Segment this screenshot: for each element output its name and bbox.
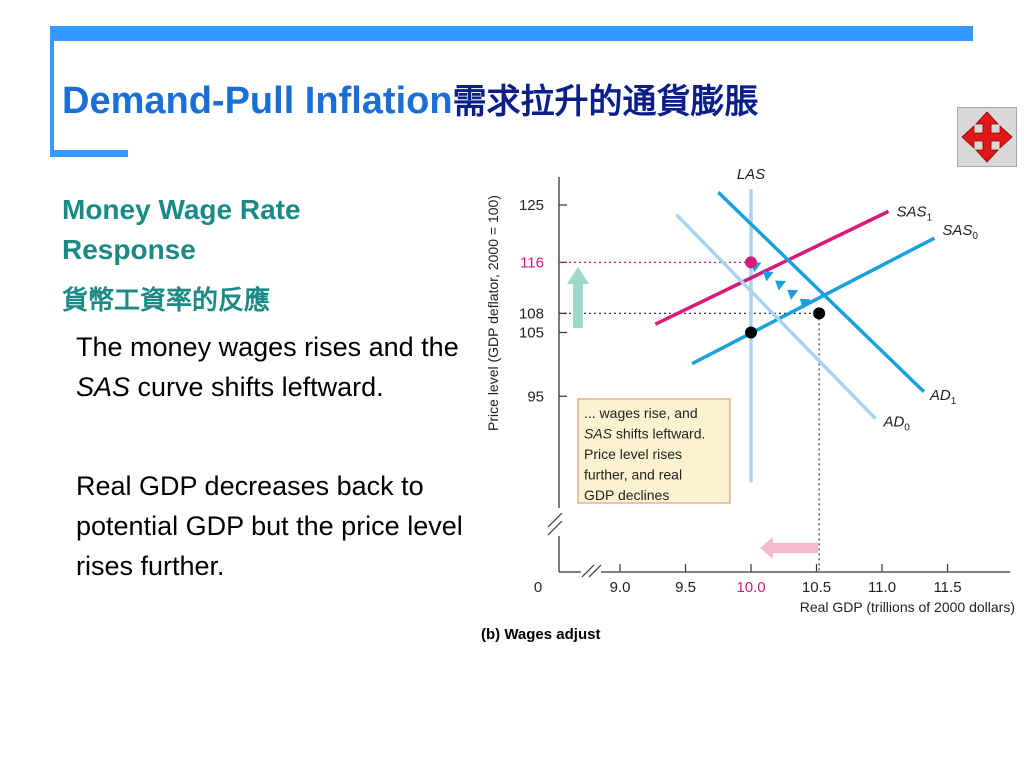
y-tick-label: 95 bbox=[527, 388, 544, 405]
adjustment-arrowhead bbox=[762, 271, 774, 282]
label-ad0: AD0 bbox=[882, 414, 910, 434]
move-arrows-button[interactable] bbox=[957, 107, 1017, 167]
curve-sas1 bbox=[654, 209, 890, 326]
title-accent-bar bbox=[52, 26, 973, 41]
x-tick-label: 11.5 bbox=[933, 579, 961, 596]
y-tick-label: 108 bbox=[519, 305, 544, 322]
annotation-text: ... wages rise, and SAS shifts leftward. P… bbox=[584, 405, 705, 503]
y-tick-label: 116 bbox=[520, 254, 544, 271]
subheading-zh: 貨幣工資率的反應 bbox=[62, 286, 271, 316]
move-arrows-icon bbox=[961, 111, 1013, 163]
paragraph-sas-term: SAS bbox=[76, 372, 131, 402]
y-tick-label: 125 bbox=[519, 197, 544, 214]
x-tick-label: 10.5 bbox=[802, 579, 831, 596]
curve-ad1 bbox=[717, 190, 926, 394]
x-tick-label: 10.0 bbox=[736, 579, 765, 596]
price-up-arrow bbox=[567, 267, 589, 328]
curve-sas0 bbox=[691, 236, 936, 366]
x-tick-label: 11.0 bbox=[868, 579, 896, 596]
wages-adjust-chart: Price level (GDP deflator, 2000 = 100) 1… bbox=[485, 166, 1015, 615]
paragraph-sas-shift-start: The money wages rises and the bbox=[76, 332, 459, 362]
label-sas0: SAS0 bbox=[942, 222, 978, 242]
equilibrium-point bbox=[745, 326, 757, 339]
y-tick-label: 105 bbox=[519, 325, 544, 342]
annotation-box bbox=[577, 398, 731, 504]
paragraph-sas-shift-end: curve shifts leftward. bbox=[130, 372, 384, 402]
x-axis-break-mark bbox=[581, 564, 595, 578]
label-ad1: AD1 bbox=[929, 387, 957, 407]
x-tick-label: 9.5 bbox=[675, 579, 696, 596]
curve-ad0 bbox=[675, 213, 877, 420]
adjustment-arrowhead bbox=[775, 280, 786, 291]
adjustment-arrowhead bbox=[799, 298, 811, 309]
paragraph-gdp-decrease: Real GDP decreases back to potential GDP… bbox=[76, 471, 463, 581]
slide-title-en: Demand-Pull Inflation bbox=[62, 80, 453, 122]
adjustment-arrowhead bbox=[787, 289, 799, 300]
x-axis-label: Real GDP (trillions of 2000 dollars) bbox=[800, 599, 1015, 615]
y-axis-label: Price level (GDP deflator, 2000 = 100) bbox=[485, 195, 501, 431]
y-axis-break-mark bbox=[547, 520, 563, 536]
slide-title-zh: 需求拉升的通貨膨脹 bbox=[452, 82, 759, 122]
title-left-bracket bbox=[50, 26, 54, 156]
subheading-en: Money Wage Rate Response bbox=[62, 194, 301, 265]
equilibrium-point bbox=[813, 307, 826, 320]
y-axis-break-mark bbox=[547, 512, 563, 528]
slide-title: Demand-Pull Inflation需求拉升的通貨膨脹 bbox=[62, 74, 759, 123]
paragraph-sas-shift: The money wages rises and the SAS curve … bbox=[76, 327, 466, 407]
title-bracket-foot bbox=[50, 150, 128, 157]
label-las: LAS bbox=[737, 166, 765, 183]
x-tick-label: 0 bbox=[534, 579, 542, 596]
label-sas1: SAS1 bbox=[897, 203, 933, 223]
equilibrium-point bbox=[745, 256, 757, 269]
chart-caption: (b) Wages adjust bbox=[481, 626, 601, 643]
x-axis-break-mark bbox=[588, 564, 602, 578]
x-tick-label: 9.0 bbox=[610, 579, 631, 596]
gdp-left-arrow bbox=[760, 537, 818, 559]
